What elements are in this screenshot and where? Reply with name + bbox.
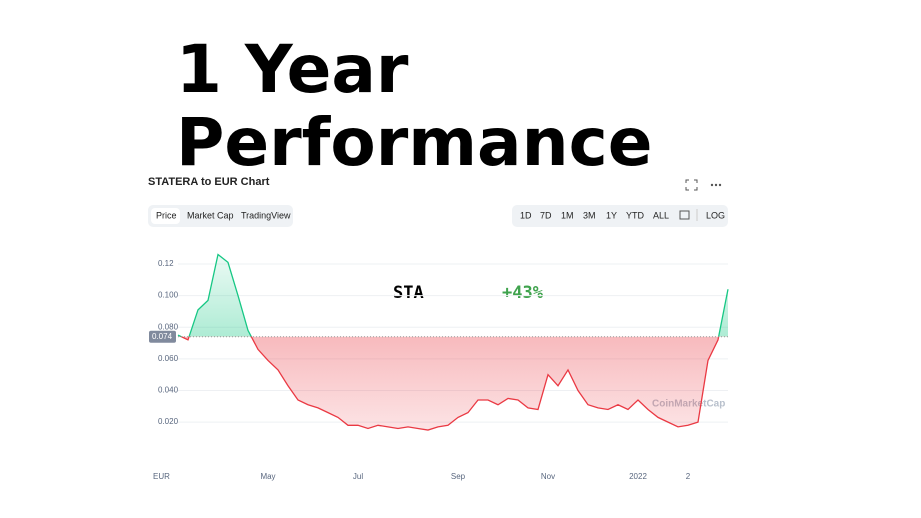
tab[interactable]: Market Cap (187, 210, 234, 220)
y-tick-label: 0.020 (158, 417, 179, 426)
range-button[interactable]: 7D (540, 210, 552, 220)
range-button[interactable]: ALL (653, 210, 669, 220)
x-tick-label: Nov (541, 472, 555, 481)
y-tick-label: 0.12 (158, 259, 174, 268)
y-tick-label: 0.100 (158, 291, 179, 300)
area (178, 254, 728, 431)
x-tick-label: 2 (686, 472, 691, 481)
baseline-label: 0.074 (152, 332, 173, 341)
x-tick-label: 2022 (629, 472, 647, 481)
x-tick-label: Jul (353, 472, 363, 481)
title-line: 1 Year (176, 31, 409, 108)
expand-glyph (685, 179, 698, 191)
dot (714, 183, 718, 187)
range-button[interactable]: 1Y (606, 210, 617, 220)
range-button[interactable]: YTD (626, 210, 645, 220)
range-button[interactable]: 3M (583, 210, 596, 220)
range-button[interactable]: 1M (561, 210, 574, 220)
change: +43% (502, 283, 544, 303)
currency: EUR (153, 472, 170, 481)
range-bar (512, 205, 728, 227)
y-tick-label: 0.040 (158, 386, 179, 395)
baseline-tag (149, 330, 176, 343)
title-line: Performance (176, 104, 652, 181)
tab-bar (148, 205, 293, 227)
tab[interactable]: Price (156, 210, 177, 220)
y-tick-label: 0.060 (158, 354, 179, 363)
tab-active (151, 208, 180, 224)
tab[interactable]: TradingView (241, 210, 291, 220)
calendar-icon[interactable] (679, 210, 690, 220)
x-tick-label: Sep (451, 472, 466, 481)
dot (718, 183, 722, 187)
price-line (177, 253, 729, 431)
y-tick-label: 0.080 (158, 322, 179, 331)
expand-icon[interactable] (685, 179, 698, 191)
chart-name: STATERA to EUR Chart (148, 176, 270, 188)
x-tick-label: May (260, 472, 275, 481)
symbol: STA (393, 283, 424, 303)
dot (710, 183, 714, 187)
range-button[interactable]: 1D (520, 210, 532, 220)
scale-button[interactable]: LOG (706, 210, 725, 220)
more-icon[interactable] (710, 183, 722, 187)
